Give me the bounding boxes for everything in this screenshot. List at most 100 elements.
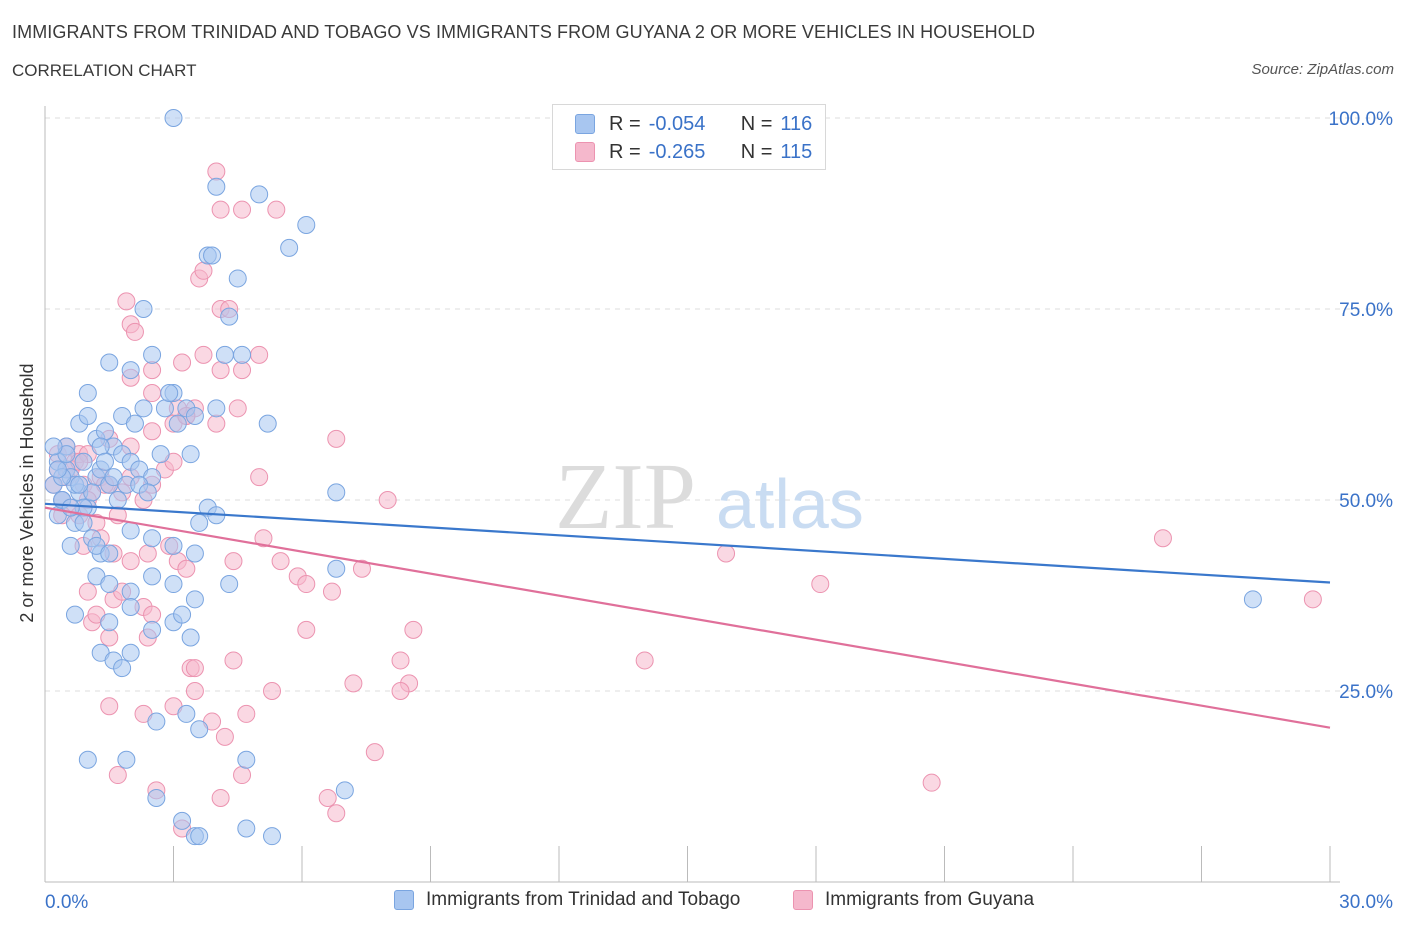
data-point bbox=[160, 384, 179, 403]
data-point bbox=[173, 811, 192, 830]
data-point bbox=[121, 582, 140, 601]
data-point bbox=[404, 620, 423, 639]
data-point bbox=[181, 445, 200, 464]
data-point bbox=[335, 781, 354, 800]
data-point bbox=[181, 628, 200, 647]
data-point bbox=[271, 552, 290, 571]
data-point bbox=[207, 399, 226, 418]
y-tick-label: 100.0% bbox=[1329, 109, 1394, 130]
data-point bbox=[233, 345, 252, 364]
data-point bbox=[121, 361, 140, 380]
data-point bbox=[78, 406, 97, 425]
data-point bbox=[263, 682, 282, 700]
data-point bbox=[143, 361, 162, 380]
data-point bbox=[1303, 590, 1322, 609]
data-point bbox=[134, 300, 153, 318]
data-point bbox=[125, 322, 144, 341]
data-point bbox=[95, 422, 114, 441]
data-point bbox=[155, 399, 174, 418]
data-point bbox=[237, 704, 256, 723]
bottom-legend-trinidad: Immigrants from Trinidad and Tobago bbox=[394, 889, 740, 911]
data-point bbox=[177, 704, 196, 723]
data-point bbox=[100, 613, 119, 632]
data-point bbox=[147, 788, 166, 807]
legend-n-value: 116 bbox=[780, 112, 813, 135]
data-point bbox=[322, 582, 341, 601]
bottom-legend-swatch-guyana bbox=[793, 890, 813, 910]
data-point bbox=[250, 185, 269, 204]
data-point bbox=[224, 651, 243, 670]
legend-row-guyana: R = -0.265 N = 115 bbox=[575, 139, 812, 165]
data-point bbox=[194, 345, 213, 364]
tick-labels: 25.0% 50.0% 75.0% 100.0% 0.0% 30.0% bbox=[45, 109, 1393, 913]
data-point bbox=[207, 414, 226, 433]
data-point bbox=[173, 605, 192, 624]
data-point bbox=[121, 643, 140, 662]
data-point bbox=[185, 682, 204, 700]
data-point bbox=[143, 384, 162, 403]
y-axis-label: 2 or more Vehicles in Household bbox=[17, 363, 37, 622]
data-point bbox=[48, 460, 67, 479]
data-point bbox=[344, 674, 363, 693]
data-point bbox=[207, 177, 226, 196]
chart-title: IMMIGRANTS FROM TRINIDAD AND TOBAGO VS I… bbox=[12, 22, 1036, 42]
data-point bbox=[327, 559, 346, 578]
y-tick-label: 25.0% bbox=[1339, 682, 1393, 703]
data-point bbox=[190, 513, 209, 532]
data-point bbox=[61, 536, 80, 555]
data-point bbox=[391, 651, 410, 670]
data-point bbox=[151, 445, 170, 464]
legend-swatch-guyana bbox=[575, 142, 595, 162]
x-tick-label: 0.0% bbox=[45, 892, 88, 913]
data-point bbox=[78, 750, 97, 769]
data-point bbox=[134, 399, 153, 418]
data-point bbox=[143, 567, 162, 586]
bottom-legend-guyana: Immigrants from Guyana bbox=[793, 889, 1034, 911]
data-point bbox=[250, 468, 269, 487]
data-point bbox=[95, 452, 114, 471]
watermark-atlas: atlas bbox=[716, 465, 864, 543]
data-point bbox=[185, 406, 204, 425]
data-point bbox=[237, 819, 256, 838]
data-point bbox=[125, 414, 144, 433]
legend-n-value: 115 bbox=[780, 140, 813, 163]
data-point bbox=[250, 345, 269, 364]
data-point bbox=[108, 766, 127, 785]
bottom-legend-swatch-trinidad bbox=[394, 890, 414, 910]
data-point bbox=[113, 659, 132, 678]
data-point bbox=[327, 804, 346, 823]
data-point bbox=[121, 552, 140, 571]
data-point bbox=[91, 437, 110, 456]
data-point bbox=[297, 620, 316, 639]
data-point bbox=[327, 429, 346, 448]
data-point bbox=[143, 605, 162, 624]
data-point bbox=[211, 200, 230, 219]
data-point bbox=[233, 361, 252, 380]
bottom-legend-label-guyana: Immigrants from Guyana bbox=[825, 889, 1035, 910]
data-point bbox=[211, 361, 230, 380]
data-point bbox=[168, 414, 187, 433]
data-point bbox=[1153, 529, 1172, 548]
data-point bbox=[164, 109, 183, 127]
data-point bbox=[70, 475, 89, 494]
data-point bbox=[74, 452, 93, 471]
data-point bbox=[121, 597, 140, 616]
data-point bbox=[237, 750, 256, 769]
data-point bbox=[717, 544, 736, 563]
data-point bbox=[635, 651, 654, 670]
data-point bbox=[352, 559, 371, 578]
data-point bbox=[297, 575, 316, 594]
data-point bbox=[100, 697, 119, 716]
data-point bbox=[108, 491, 127, 509]
data-point bbox=[78, 582, 97, 601]
data-point bbox=[378, 491, 397, 509]
y-tick-label: 50.0% bbox=[1339, 491, 1393, 512]
trend-line bbox=[44, 502, 1331, 584]
data-point bbox=[78, 384, 97, 403]
trend-lines bbox=[44, 502, 1331, 729]
data-point bbox=[233, 200, 252, 219]
data-point bbox=[811, 575, 830, 594]
data-point bbox=[391, 682, 410, 700]
data-point bbox=[143, 422, 162, 441]
data-point bbox=[267, 200, 286, 219]
